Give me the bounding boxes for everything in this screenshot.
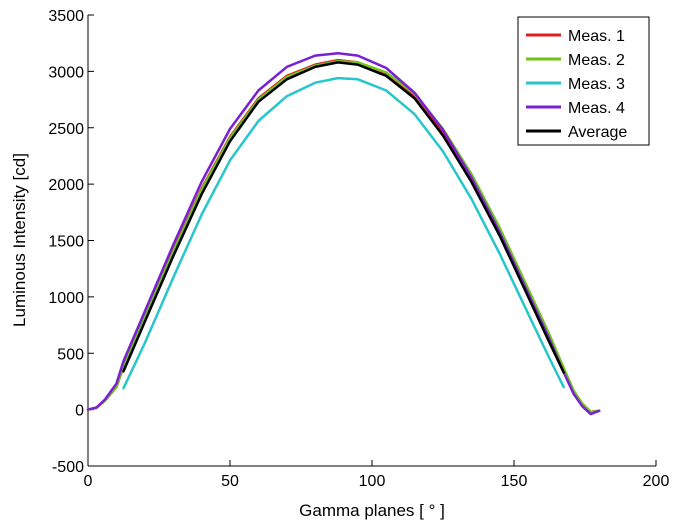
legend: Meas. 1 Meas. 2 Meas. 3 Meas. 4 Average xyxy=(517,16,650,146)
y-ticks: -500 0 500 1000 1500 2000 2500 3000 3500 xyxy=(48,8,94,476)
x-tick-label: 0 xyxy=(84,473,93,490)
y-tick-label: 3500 xyxy=(48,8,84,25)
x-tick-label: 200 xyxy=(643,473,670,490)
series-line-3 xyxy=(122,76,565,390)
legend-label: Meas. 1 xyxy=(568,28,625,45)
legend-label: Meas. 4 xyxy=(568,100,625,117)
y-tick-label: 2000 xyxy=(48,177,84,194)
y-tick-label: 2500 xyxy=(48,121,84,138)
series-line-5 xyxy=(122,61,565,374)
series-line-2 xyxy=(86,59,601,414)
legend-label: Meas. 3 xyxy=(568,76,625,93)
legend-label: Meas. 2 xyxy=(568,52,625,69)
x-ticks: 0 50 100 150 200 xyxy=(84,460,670,490)
x-axis-title: Gamma planes [ ° ] xyxy=(299,501,445,520)
y-tick-label: 1000 xyxy=(48,290,84,307)
y-tick-label: -500 xyxy=(52,459,84,476)
legend-label: Average xyxy=(568,124,627,141)
y-tick-label: 0 xyxy=(75,403,84,420)
y-tick-label: 1500 xyxy=(48,234,84,251)
x-tick-label: 100 xyxy=(359,473,386,490)
y-tick-label: 500 xyxy=(57,346,84,363)
legend-items: Meas. 1 Meas. 2 Meas. 3 Meas. 4 Average xyxy=(526,28,627,141)
series-lines xyxy=(86,52,601,416)
legend-box xyxy=(517,16,650,146)
x-tick-label: 50 xyxy=(221,473,239,490)
y-tick-label: 3000 xyxy=(48,64,84,81)
y-axis-title: Luminous Intensity [cd] xyxy=(10,153,29,327)
x-tick-label: 150 xyxy=(501,473,528,490)
